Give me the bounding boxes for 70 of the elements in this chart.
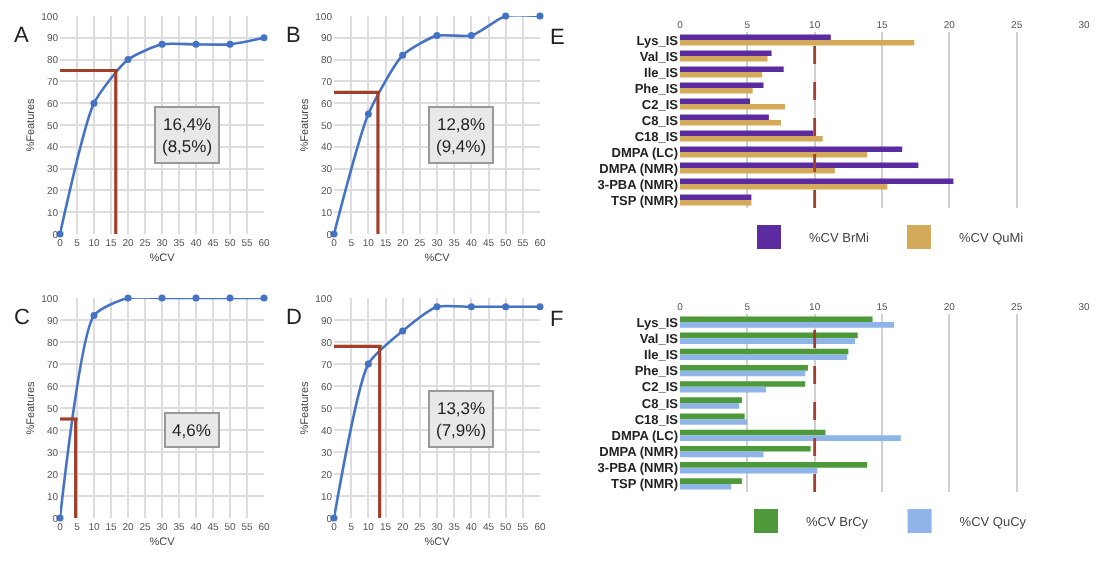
point	[399, 51, 407, 59]
point	[433, 32, 441, 40]
bar	[680, 146, 903, 152]
bar	[680, 168, 835, 174]
point	[467, 32, 475, 40]
bar	[680, 50, 772, 56]
bar	[680, 419, 748, 425]
bar	[680, 338, 856, 344]
point	[192, 40, 200, 48]
chart-title: F	[550, 308, 564, 332]
bar	[680, 322, 895, 328]
point	[192, 294, 200, 302]
point	[226, 40, 234, 48]
chart-title: A	[14, 24, 30, 48]
bar	[680, 316, 873, 323]
annotation: 12,8% (9,4%)	[436, 114, 487, 157]
bar	[680, 354, 847, 361]
chart-title: D	[286, 306, 302, 330]
bar	[680, 66, 784, 72]
chart-title: C	[14, 306, 30, 330]
bar	[680, 56, 768, 62]
point	[158, 40, 166, 48]
point	[502, 303, 510, 311]
point	[260, 34, 268, 42]
bar	[680, 120, 781, 126]
bar	[680, 34, 831, 40]
bar	[680, 445, 811, 452]
bar	[680, 435, 901, 442]
point	[260, 294, 268, 302]
bar	[680, 462, 868, 468]
point	[158, 294, 166, 302]
bar	[680, 114, 769, 120]
bar	[680, 88, 753, 94]
bar	[680, 82, 764, 88]
bar	[680, 178, 954, 184]
point	[536, 303, 544, 311]
bar	[680, 136, 823, 142]
bar	[680, 194, 752, 200]
bar	[680, 104, 786, 110]
bar	[680, 483, 732, 490]
point	[226, 294, 234, 302]
annotation: 13,3% (7,9%)	[436, 398, 487, 441]
bar	[680, 403, 740, 409]
bar	[680, 162, 919, 168]
chart-title: B	[286, 24, 301, 48]
annotation: 16,4% (8,5%)	[162, 114, 213, 157]
bar	[680, 364, 808, 371]
point	[467, 303, 475, 311]
point	[90, 312, 98, 320]
point	[536, 12, 544, 20]
point	[364, 360, 372, 368]
bar	[680, 130, 814, 136]
point	[90, 99, 98, 107]
annotation: 4,6%	[172, 420, 212, 440]
bar	[680, 381, 806, 387]
point	[364, 110, 372, 118]
point	[433, 303, 441, 311]
point	[124, 294, 132, 302]
bar	[680, 98, 751, 104]
chart-title: E	[550, 26, 565, 50]
point	[399, 327, 407, 335]
bar	[680, 478, 742, 484]
bar	[680, 184, 888, 190]
point	[502, 12, 510, 20]
point	[124, 56, 132, 64]
bar	[680, 397, 742, 403]
bar	[680, 72, 763, 78]
bar	[680, 200, 752, 206]
bar	[680, 40, 915, 46]
bar	[680, 152, 868, 158]
